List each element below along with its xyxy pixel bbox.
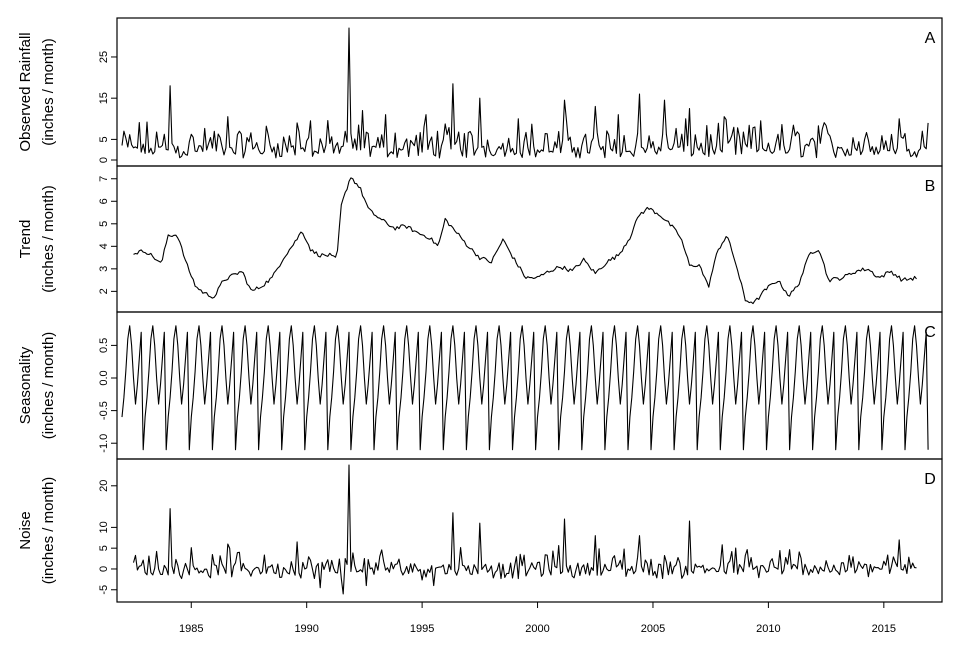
y-tick-label-D: -5 [98,585,110,595]
y-tick-label-C: -0.5 [98,401,110,420]
series-line-A [121,27,929,159]
y-tick-label-B: 6 [98,198,110,204]
y-tick-label-D: 20 [98,480,110,492]
panel-A: 0 5 15 25 Observed Rainfall (inches / month) A [17,17,943,167]
y-axis-title-A: Observed Rainfall [17,32,34,151]
panel-D: -5 0 5 10 20 Noise (inches / month) D [17,458,943,603]
panel-frame-D [116,458,943,603]
panel-letter-D: D [924,471,936,488]
y-axis-title-A: (inches / month) [40,38,57,146]
x-axis: 1985 1990 1995 2000 2005 2010 2015 [179,602,896,635]
y-tick-label-B: 4 [98,243,110,249]
y-tick-label-D: 10 [98,521,110,533]
y-axis-title-C: Seasonality [17,346,34,424]
series-line-D [132,464,917,595]
y-tick-label-C: 0.0 [98,370,110,385]
panel-B: 2 3 4 5 6 7 Trend (inches / month) B [17,165,943,313]
y-tick-label-B: 2 [98,288,110,294]
y-axis-title-C: (inches / month) [40,332,57,440]
x-tick-label: 2010 [756,623,780,635]
y-axis-title-B: (inches / month) [40,185,57,293]
y-axis-title-D: Noise [17,511,34,549]
x-tick-label: 2000 [525,623,549,635]
y-tick-label-A: 0 [98,157,110,163]
y-tick-label-C: -1.0 [98,434,110,453]
series-line-C [121,325,929,451]
series-line-B [133,177,917,305]
x-tick-label: 2015 [872,623,896,635]
y-tick-label-A: 5 [98,136,110,142]
y-tick-label-A: 25 [98,51,110,63]
y-tick-label-C: 0.5 [98,338,110,353]
panel-frame-A [116,17,943,167]
x-tick-label: 1990 [294,623,318,635]
panel-letter-C: C [924,324,936,341]
y-tick-label-D: 5 [98,545,110,551]
panel-C: -1.0 -0.5 0.0 0.5 Seasonality (inches / month… [17,311,943,460]
panel-letter-A: A [925,30,936,47]
y-axis-title-D: (inches / month) [40,477,57,585]
panel-letter-B: B [925,178,936,195]
y-tick-label-B: 3 [98,266,110,272]
y-axis-title-B: Trend [17,220,34,259]
x-tick-label: 1995 [410,623,434,635]
panel-frame-B [116,165,943,313]
y-tick-label-A: 15 [98,92,110,104]
y-tick-label-B: 7 [98,176,110,182]
x-tick-label: 1985 [179,623,203,635]
x-tick-label: 2005 [641,623,665,635]
y-tick-label-B: 5 [98,221,110,227]
y-tick-label-D: 0 [98,566,110,572]
